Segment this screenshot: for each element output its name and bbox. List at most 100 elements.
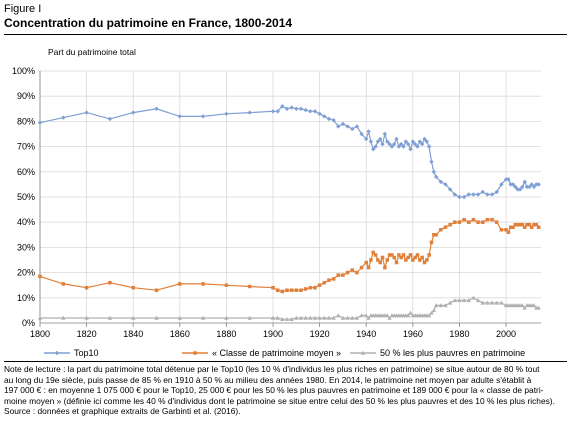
data-point	[247, 110, 252, 115]
legend-swatch-marker	[360, 350, 366, 355]
data-point	[201, 282, 205, 286]
data-point	[280, 104, 285, 109]
legend-swatch-marker	[54, 350, 60, 356]
data-point	[489, 300, 495, 305]
data-point	[366, 129, 371, 134]
data-point	[84, 315, 89, 320]
data-point	[475, 192, 481, 197]
data-point	[317, 315, 322, 320]
reading-note: Note de lecture : la part du patrimoine …	[4, 364, 567, 417]
data-point	[340, 121, 346, 127]
figure-title: Concentration du patrimoine en France, 1…	[4, 16, 293, 30]
data-point	[224, 315, 229, 320]
middle-class-series	[38, 217, 541, 294]
data-point	[336, 273, 341, 277]
data-point	[385, 139, 390, 144]
data-point	[313, 285, 317, 290]
data-point	[312, 109, 318, 114]
data-point	[494, 189, 499, 195]
data-point	[275, 288, 280, 292]
data-point	[84, 110, 89, 115]
legend-item: « Classe de patrimoine moyen »	[182, 348, 341, 358]
data-point	[419, 141, 425, 147]
data-point	[303, 287, 308, 291]
data-point	[531, 303, 537, 308]
top10-series	[37, 104, 541, 200]
data-point	[354, 124, 360, 129]
data-point	[322, 280, 327, 285]
data-point	[462, 217, 466, 222]
data-point	[350, 315, 355, 320]
data-point	[508, 225, 513, 229]
data-point	[433, 174, 439, 180]
data-point	[378, 260, 382, 265]
data-point	[434, 233, 438, 237]
data-point	[270, 109, 276, 114]
data-point	[425, 258, 429, 262]
data-point	[529, 225, 534, 229]
data-point	[354, 315, 360, 320]
data-point	[427, 253, 431, 257]
data-point	[308, 315, 313, 320]
data-point	[489, 192, 495, 197]
data-point	[394, 136, 399, 142]
data-point	[534, 182, 539, 187]
data-point	[366, 315, 371, 320]
data-point	[494, 300, 499, 305]
data-point	[457, 298, 462, 303]
data-point	[364, 313, 369, 318]
data-point	[373, 253, 378, 257]
chart: Part du patrimoine total 0% 10% 20% 30% 40% 5…	[12, 47, 541, 358]
x-tick-label: 1860	[170, 329, 190, 339]
data-point	[312, 315, 318, 320]
y-tick-label: 80%	[17, 116, 35, 126]
y-tick-label: 10%	[17, 293, 35, 303]
data-point	[326, 116, 332, 122]
data-point	[387, 141, 392, 147]
data-point	[403, 139, 409, 144]
data-point	[359, 313, 364, 318]
data-point	[480, 220, 485, 224]
data-point	[429, 310, 434, 315]
y-tick-label: 40%	[17, 217, 35, 227]
data-point	[280, 317, 285, 321]
data-point	[331, 277, 336, 281]
data-point	[345, 124, 350, 129]
data-point	[284, 317, 290, 321]
data-point	[327, 278, 331, 282]
legend-label: 50 % les plus pauvres en patrimoine	[380, 348, 525, 358]
data-point	[405, 313, 411, 318]
data-point	[405, 141, 411, 147]
data-point	[37, 120, 43, 125]
data-point	[382, 131, 388, 137]
data-point	[387, 253, 392, 257]
data-point	[490, 217, 494, 222]
note-rule	[4, 361, 567, 362]
data-point	[410, 139, 416, 144]
data-point	[534, 222, 539, 227]
data-point	[275, 109, 280, 114]
data-point	[457, 194, 462, 200]
data-point	[399, 255, 403, 260]
data-point	[389, 144, 395, 149]
data-point	[383, 265, 387, 270]
data-point	[424, 139, 430, 144]
data-point	[438, 179, 443, 185]
data-point	[485, 217, 490, 222]
data-point	[378, 136, 383, 142]
data-point	[387, 315, 392, 320]
legend-item: Top10	[44, 348, 99, 358]
data-point	[331, 117, 336, 123]
data-point	[131, 110, 136, 115]
data-point	[431, 169, 437, 174]
data-point	[529, 182, 534, 187]
axes: 0% 10% 20% 30% 40% 50% 60% 70% 80% 90% 100% 1800 182…	[12, 66, 541, 339]
data-point	[517, 187, 523, 192]
data-point	[471, 192, 476, 197]
note-line-1: Note de lecture : la part du patrimoine …	[4, 364, 540, 374]
x-tick-label: 1880	[216, 329, 236, 339]
x-tick-label: 1820	[77, 329, 97, 339]
data-point	[61, 282, 66, 286]
data-point	[438, 303, 443, 308]
legend-label: Top10	[74, 348, 99, 358]
